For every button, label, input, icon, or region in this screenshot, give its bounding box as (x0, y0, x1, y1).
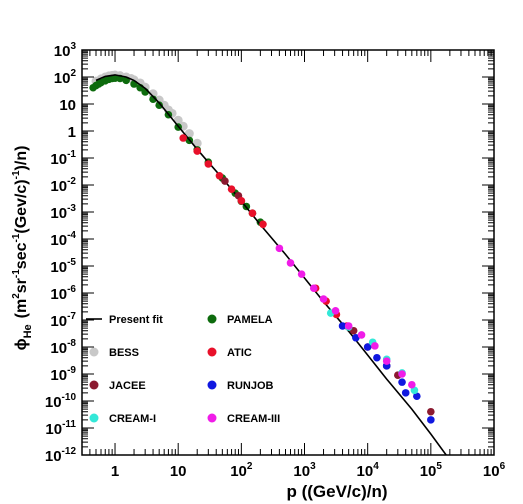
y-axis-ticks: 10310210110-110-210-310-410-510-610-710-… (45, 41, 494, 465)
legend-marker-cream-iii (207, 413, 217, 423)
data-point-cream-iii (297, 270, 306, 278)
data-point-atic (227, 185, 236, 193)
data-point-runjob (352, 333, 360, 342)
data-point-pamela (155, 101, 163, 110)
legend-label-present-fit: Present fit (109, 314, 163, 326)
data-point-cream-iii (319, 295, 328, 303)
y-tick-label: 10-2 (50, 176, 76, 195)
data-point-atic (179, 134, 187, 142)
x-tick-label: 103 (293, 461, 316, 480)
y-tick-label: 10-5 (50, 257, 76, 276)
legend-marker-atic (207, 347, 217, 357)
data-point-runjob (398, 378, 406, 386)
plot-area (89, 70, 448, 455)
data-point-cream-iii (357, 331, 366, 339)
y-tick-label: 10-12 (45, 446, 77, 465)
legend-label-cream-i: CREAM-I (109, 413, 156, 425)
data-point-cream-iii (331, 306, 340, 315)
legend-label-jacee: JACEE (109, 380, 146, 392)
legend-marker-jacee (89, 380, 99, 390)
y-axis-title: ϕHe(m2sr-1sec-1(Gev/c)-1)/n) (11, 146, 34, 351)
data-point-cream-iii (408, 380, 416, 389)
legend-marker-pamela (207, 314, 217, 324)
data-point-runjob (338, 322, 347, 330)
data-point-jacee (427, 407, 435, 416)
x-tick-label: 10 (170, 463, 187, 480)
y-tick-label: 103 (54, 41, 77, 60)
data-point-runjob (363, 343, 372, 351)
data-point-cream-iii (275, 244, 284, 253)
data-point-atic (215, 171, 224, 180)
data-point-runjob (401, 389, 410, 397)
x-tick-label: 105 (420, 461, 443, 480)
x-axis-title: p ((GeV/c)/n) (286, 482, 387, 501)
y-tick-label: 10-11 (45, 419, 76, 438)
data-point-atic (237, 196, 246, 205)
legend-label-runjob: RUNJOB (227, 380, 274, 392)
legend-marker-bess (89, 347, 99, 357)
data-point-cream-iii (286, 259, 295, 267)
data-point-runjob (413, 392, 421, 401)
legend-marker-runjob (207, 380, 217, 390)
data-point-cream-iii (344, 322, 353, 330)
legend-label-bess: BESS (109, 347, 139, 359)
data-point-runjob (373, 353, 381, 362)
data-point-cream-iii (309, 284, 318, 293)
x-tick-label: 106 (483, 461, 506, 480)
legend-marker-cream-i (89, 413, 99, 423)
y-tick-label: 10-3 (50, 203, 76, 222)
data-point-atic (193, 147, 202, 155)
x-tick-label: 104 (357, 461, 380, 480)
data-point-atic (259, 220, 267, 229)
y-tick-label: 10-1 (50, 149, 76, 168)
y-tick-label: 10-8 (50, 338, 76, 357)
data-point-cream-iii (371, 342, 379, 350)
y-tick-label: 10-6 (50, 284, 76, 303)
legend-label-pamela: PAMELA (227, 314, 273, 326)
legend: Present fit PAMELA BESS ATIC JACEE RUNJOB CREA… (86, 314, 280, 425)
y-tick-label: 10-10 (45, 392, 77, 411)
data-point-cream-iii (382, 357, 391, 365)
data-point-cream-iii (398, 370, 406, 378)
y-tick-label: 1 (68, 124, 76, 141)
y-tick-label: 10-9 (50, 365, 76, 384)
data-point-atic (248, 209, 257, 218)
plot-frame (81, 49, 495, 456)
x-tick-label: 1 (111, 463, 119, 480)
data-point-runjob (427, 416, 435, 424)
x-tick-label: 102 (230, 461, 253, 480)
legend-label-atic: ATIC (227, 347, 252, 359)
y-tick-label: 102 (54, 68, 77, 87)
data-point-jacee (221, 177, 229, 185)
y-tick-label: 10 (59, 97, 76, 114)
y-tick-label: 10-4 (50, 230, 76, 249)
y-tick-label: 10-7 (50, 311, 76, 330)
data-point-bess (148, 89, 158, 99)
legend-label-cream-iii: CREAM-III (227, 413, 280, 425)
data-point-atic (204, 160, 213, 168)
